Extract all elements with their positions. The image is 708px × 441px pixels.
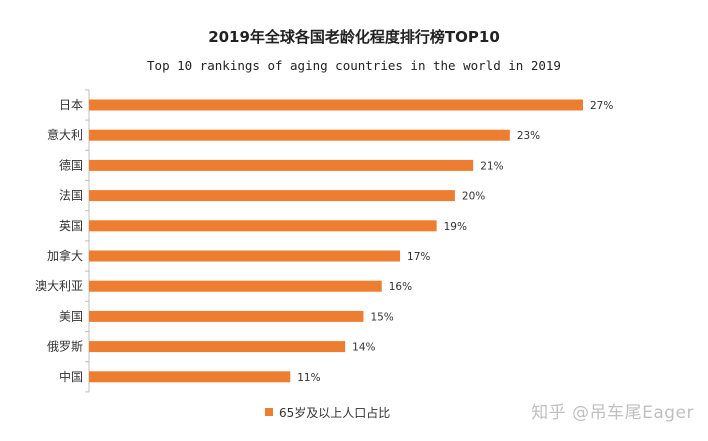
chart-title: 2019年全球各国老龄化程度排行榜TOP10	[208, 28, 500, 46]
data-label: 21%	[480, 160, 503, 172]
data-label: 16%	[389, 281, 412, 293]
category-label: 法国	[59, 189, 83, 203]
data-label: 23%	[517, 130, 540, 142]
category-label: 俄罗斯	[47, 340, 83, 354]
category-label: 意大利	[47, 127, 83, 142]
category-label: 英国	[59, 219, 83, 233]
bar	[89, 190, 455, 202]
bar	[89, 310, 364, 322]
bar	[89, 220, 437, 232]
watermark: 知乎 @吊车尾Eager	[531, 403, 694, 423]
bar	[89, 159, 474, 171]
legend-label: 65岁及以上人口占比	[279, 405, 391, 420]
bar	[89, 371, 291, 383]
data-label: 17%	[407, 251, 430, 263]
data-label: 15%	[370, 311, 393, 323]
category-label: 美国	[59, 309, 83, 323]
category-label: 中国	[59, 369, 83, 384]
legend-swatch	[265, 408, 273, 416]
data-label: 20%	[462, 191, 485, 203]
data-label: 14%	[352, 342, 375, 354]
bar	[89, 129, 510, 141]
data-label: 11%	[297, 372, 320, 384]
category-label: 德国	[59, 157, 83, 172]
bar	[89, 250, 401, 262]
data-label: 19%	[444, 221, 467, 233]
category-label: 澳大利亚	[35, 279, 83, 293]
chart-subtitle: Top 10 rankings of aging countries in th…	[147, 58, 561, 73]
chart-legend: 65岁及以上人口占比	[265, 402, 390, 422]
bar	[89, 99, 583, 111]
category-label: 加拿大	[47, 248, 83, 263]
bar	[89, 280, 382, 292]
data-label: 27%	[590, 100, 613, 112]
category-label: 日本	[59, 98, 83, 112]
bar	[89, 341, 346, 353]
